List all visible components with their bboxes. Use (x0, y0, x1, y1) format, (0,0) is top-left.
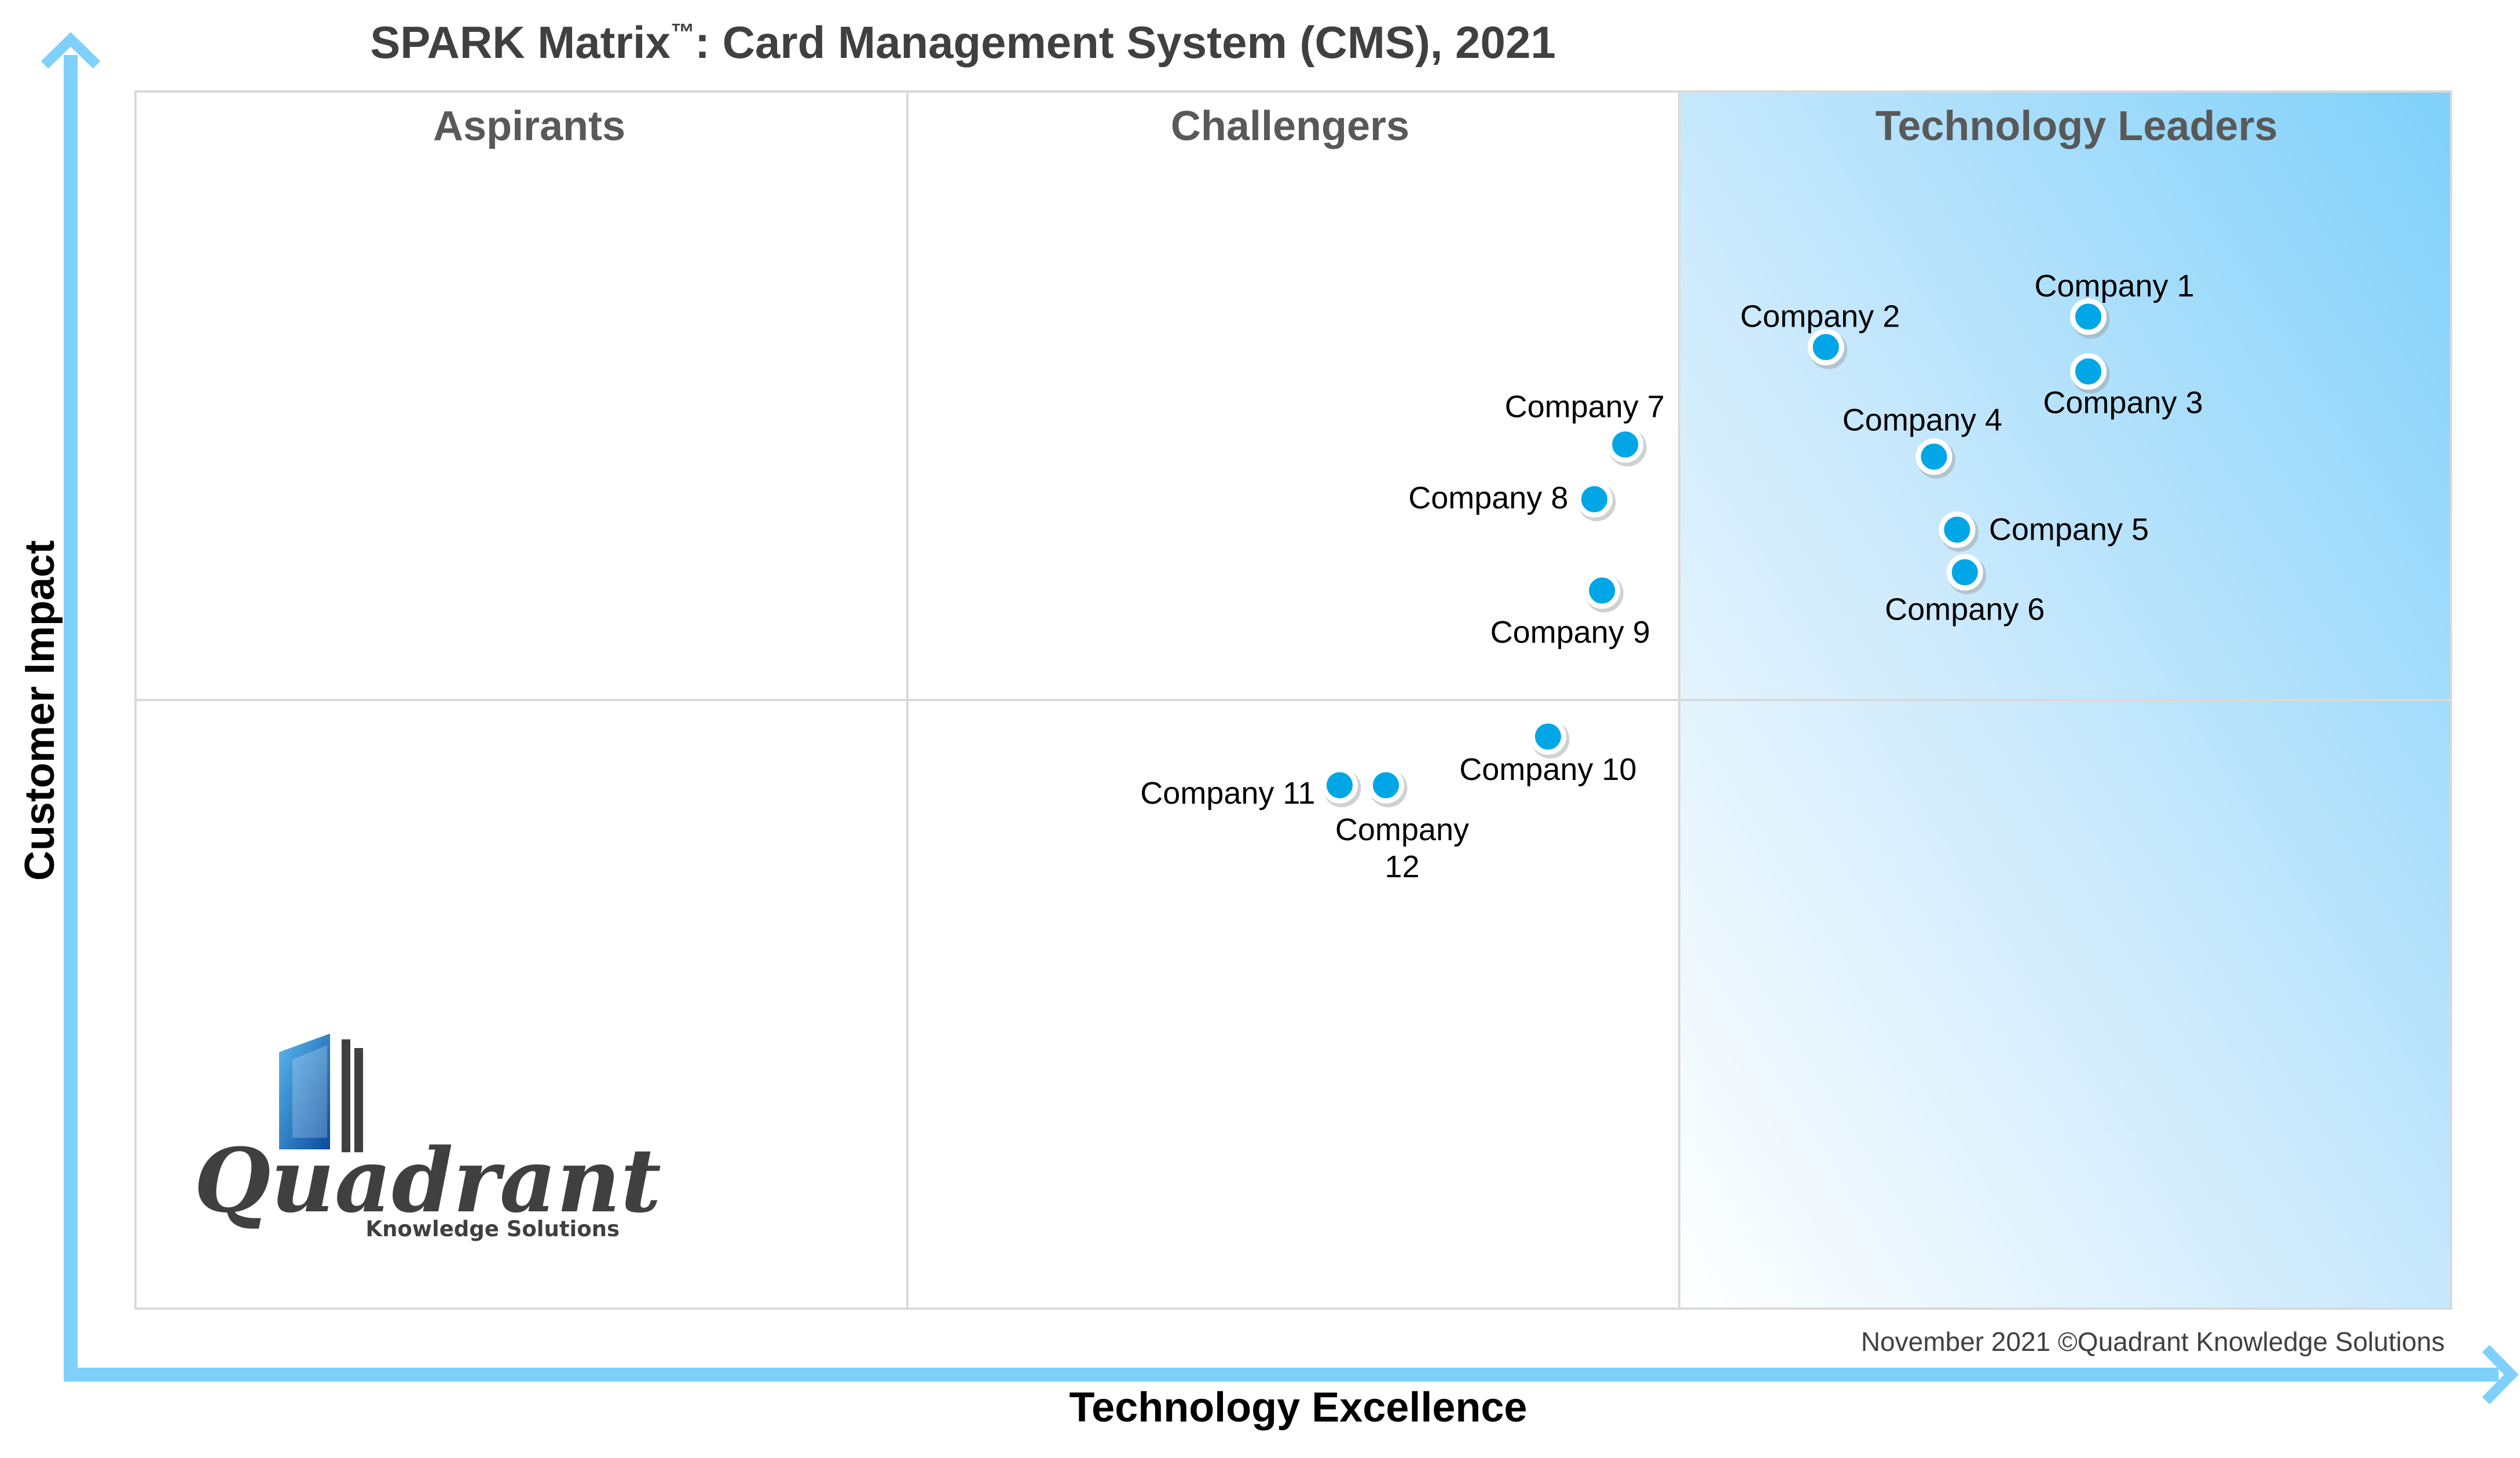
company-label: Company 4 (1843, 403, 2002, 438)
company-point-5: Company 5 (1939, 511, 2149, 552)
company-marker (1321, 767, 1358, 804)
y-axis-arrow (41, 32, 101, 1375)
chart-title: SPARK Matrix™: Card Management System (C… (370, 17, 1555, 68)
company-label: Company 10 (1459, 752, 1636, 787)
points-layer: Company 1 Company 2 Company 3 Company 4 Comp… (1140, 269, 2203, 884)
company-label: Company 8 (1408, 481, 1568, 515)
quadrant-label-aspirants: Aspirants (433, 103, 625, 149)
company-label: Company 7 (1505, 390, 1665, 424)
title-tm: ™ (671, 19, 695, 46)
quadrant-label-challengers: Challengers (1171, 103, 1409, 149)
company-point-8: Company 8 (1408, 481, 1616, 522)
company-marker (2070, 298, 2107, 335)
plot-area (134, 90, 2452, 1310)
company-marker (2070, 353, 2107, 390)
company-point-6: Company 6 (1885, 554, 2045, 627)
company-point-12: Company 12 (1335, 767, 1469, 884)
logo-subtitle: Knowledge Solutions (365, 1217, 620, 1241)
company-marker (1915, 438, 1953, 475)
company-label: Company 9 (1490, 615, 1650, 650)
company-marker (1367, 767, 1404, 804)
logo-name: Quadrant (194, 1129, 661, 1232)
company-point-2: Company 2 (1740, 299, 1900, 369)
company-point-7: Company 7 (1505, 390, 1665, 467)
company-point-11: Company 11 (1140, 767, 1361, 811)
company-label: Company 12 (1335, 812, 1469, 884)
copyright-text: November 2021 ©Quadrant Knowledge Soluti… (1861, 1327, 2445, 1357)
company-marker (1807, 328, 1844, 365)
company-label: Company 5 (1989, 512, 2149, 547)
y-axis-label: Customer Impact (17, 540, 63, 881)
company-label: Company 1 (2034, 269, 2194, 303)
company-point-10: Company 10 (1459, 718, 1636, 787)
quadrant-logo: Quadrant Knowledge Solutions (194, 1034, 661, 1241)
company-marker (1584, 572, 1621, 609)
title-rest: : Card Management System (CMS), 2021 (695, 17, 1556, 68)
company-marker (1576, 481, 1613, 518)
company-label: Company 6 (1885, 592, 2045, 627)
company-point-9: Company 9 (1490, 572, 1650, 650)
company-label: Company 3 (2043, 385, 2203, 420)
book-icon (279, 1034, 363, 1152)
x-axis-label: Technology Excellence (1069, 1384, 1528, 1431)
company-marker (1529, 718, 1566, 755)
company-point-4: Company 4 (1843, 403, 2002, 479)
company-label: Company 11 (1140, 776, 1315, 811)
company-marker (1607, 426, 1644, 463)
title-main: SPARK Matrix (370, 17, 671, 68)
company-marker (1939, 511, 1976, 548)
company-marker (1946, 554, 1983, 591)
company-point-1: Company 1 (2034, 269, 2195, 339)
quadrant-label-technology-leaders: Technology Leaders (1876, 103, 2278, 149)
company-label: Company 2 (1740, 299, 1900, 334)
company-point-3: Company 3 (2043, 353, 2203, 420)
x-axis-arrow (64, 1345, 2519, 1405)
